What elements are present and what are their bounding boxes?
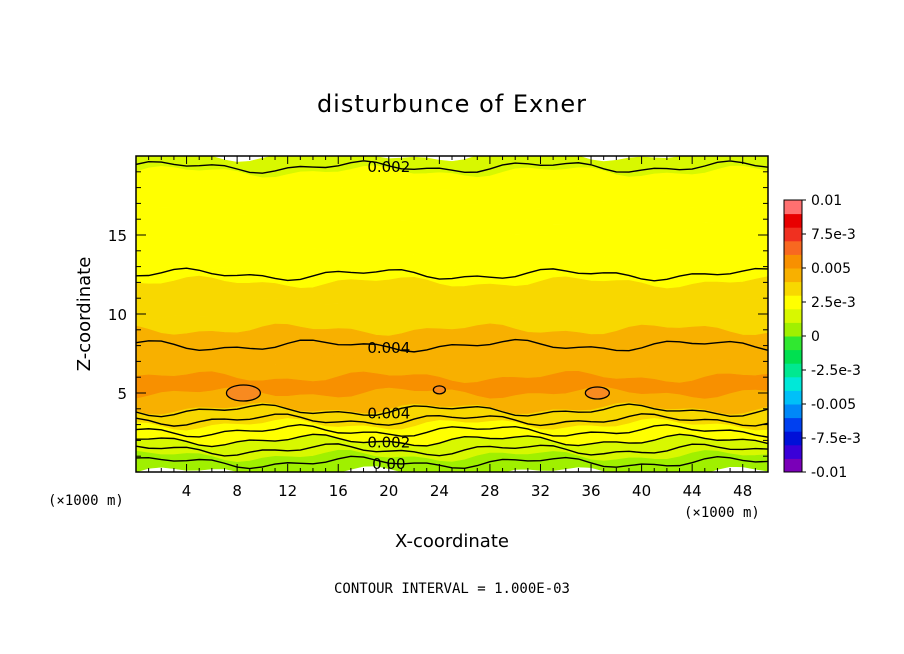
- contour-bands: [136, 156, 768, 472]
- x-tick-label: 4: [182, 482, 192, 500]
- colorbar-swatch: [784, 390, 802, 405]
- local-maxima: [225, 384, 611, 402]
- contour-line: [136, 160, 768, 174]
- y-tick-label: 5: [117, 385, 127, 403]
- contour-label: 0.002: [367, 158, 410, 176]
- colorbar-swatch: [784, 240, 802, 255]
- colorbar-swatch: [784, 336, 802, 351]
- plot-area: [136, 156, 768, 472]
- colorbar-tick-label: 7.5e-3: [811, 227, 856, 243]
- contour-line: [136, 413, 768, 427]
- colorbar-swatch: [784, 268, 802, 283]
- contour-interval-footer: CONTOUR INTERVAL = 1.000E-03: [334, 581, 570, 597]
- colorbar-ticks: 0.01 7.5e-3 0.005 2.5e-3 0 -2.5e-3 -0.005 -7.5e…: [802, 193, 861, 481]
- y-tick-label: 15: [108, 227, 127, 245]
- colorbar-tick-label: -0.01: [811, 465, 847, 481]
- colorbar-tick-label: 0: [811, 329, 820, 345]
- contour-line: [136, 338, 768, 353]
- colorbar-swatch: [784, 322, 802, 337]
- y-tick-label: 10: [108, 306, 127, 324]
- colorbar-tick-label: 0.01: [811, 193, 842, 209]
- colorbar-swatch: [784, 295, 802, 310]
- colorbar-swatch: [784, 363, 802, 378]
- colorbar-swatch: [784, 458, 802, 473]
- colorbar-swatch: [784, 376, 802, 391]
- colorbar-swatch: [784, 404, 802, 419]
- x-tick-label: 24: [430, 482, 449, 500]
- colorbar-swatch: [784, 431, 802, 446]
- colorbar-tick-label: -7.5e-3: [811, 431, 861, 447]
- x-tick-label: 48: [733, 482, 752, 500]
- colorbar-swatch: [784, 200, 802, 215]
- colorbar-swatch: [784, 444, 802, 459]
- y-axis-ticks: 5 10 15: [108, 155, 768, 473]
- contour-line: [136, 455, 768, 470]
- x-axis-ticks: 4 8 12 16 20 24 28 32 36 40 44 48: [135, 156, 769, 500]
- x-tick-label: 12: [278, 482, 297, 500]
- x-tick-label: 28: [480, 482, 499, 500]
- colorbar-tick-label: -2.5e-3: [811, 363, 861, 379]
- x-tick-label: 36: [581, 482, 600, 500]
- contour-line: [136, 443, 768, 457]
- x-tick-label: 44: [683, 482, 702, 500]
- colorbar-tick-label: 0.005: [811, 261, 851, 277]
- contour-lines: [136, 160, 768, 470]
- contour-band: [136, 457, 768, 472]
- colorbar-swatch: [784, 227, 802, 242]
- local-maximum: [584, 386, 611, 400]
- local-maximum: [225, 384, 262, 402]
- y-axis-label: Z-coordinate: [74, 257, 95, 372]
- colorbar-tick-label: 2.5e-3: [811, 295, 856, 311]
- x-tick-label: 20: [379, 482, 398, 500]
- contour-label: 0.002: [367, 433, 410, 451]
- colorbar-swatch: [784, 349, 802, 364]
- x-tick-label: 16: [329, 482, 348, 500]
- x-axis-label: X-coordinate: [395, 531, 509, 552]
- contour-line: [136, 403, 768, 418]
- x-tick-label: 40: [632, 482, 651, 500]
- colorbar-swatch: [784, 417, 802, 432]
- x-unit-left: (×1000 m): [48, 493, 124, 509]
- colorbar-swatch: [784, 281, 802, 296]
- chart-title: disturbunce of Exner: [317, 90, 587, 118]
- colorbar-tick-label: -0.005: [811, 397, 856, 413]
- colorbar-swatch: [784, 213, 802, 228]
- colorbar-swatch: [784, 308, 802, 323]
- contour-line: [136, 267, 768, 282]
- contour-line: [136, 433, 768, 448]
- x-unit-right: (×1000 m): [684, 505, 760, 521]
- contour-label: 0.004: [367, 339, 410, 357]
- local-maximum: [432, 385, 447, 395]
- colorbar-swatch: [784, 254, 802, 269]
- colorbar: [784, 200, 802, 473]
- x-tick-label: 32: [531, 482, 550, 500]
- contour-label: 0.004: [367, 404, 410, 422]
- x-tick-label: 8: [232, 482, 242, 500]
- contour-line: [136, 424, 768, 438]
